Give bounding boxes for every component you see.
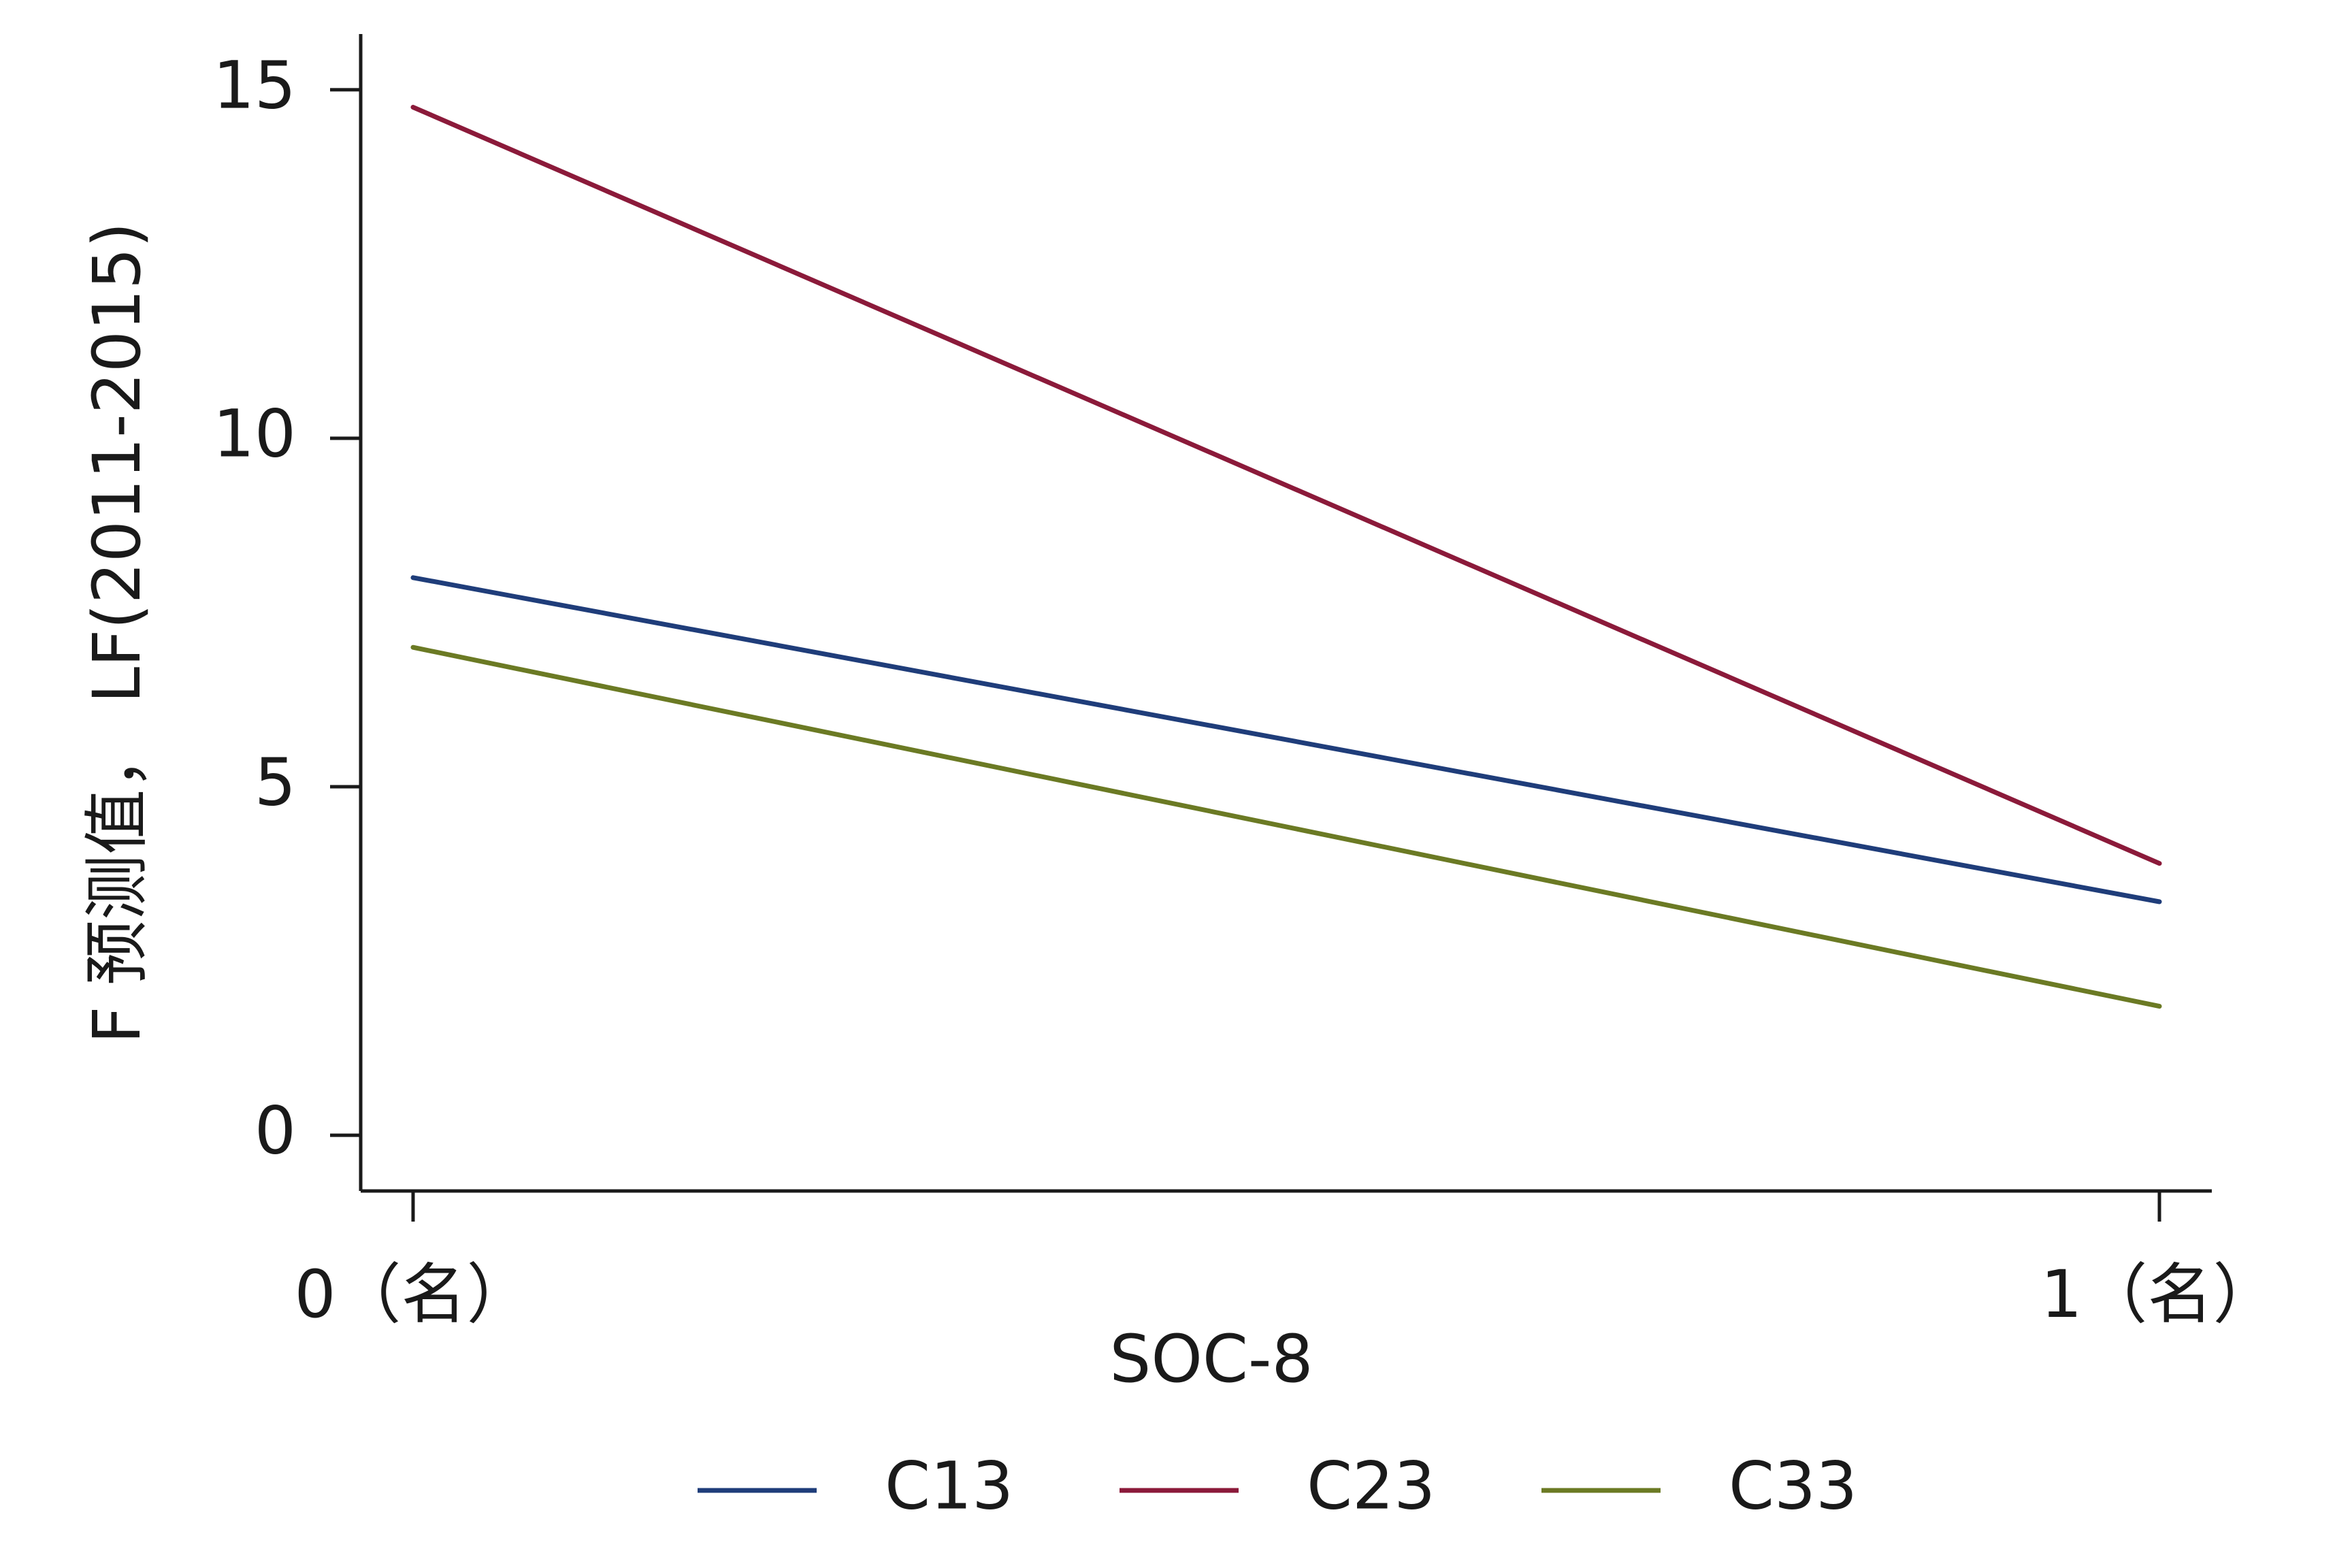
legend-item-c33: C33 bbox=[1541, 1448, 1857, 1524]
y-tick-label: 10 bbox=[213, 395, 296, 472]
x-tick-label: 1（名） bbox=[2040, 1256, 2278, 1333]
y-tick-label: 15 bbox=[213, 47, 296, 123]
y-axis-title: F 预测值， LF(2011-2015) bbox=[79, 222, 155, 1043]
legend-item-c13: C13 bbox=[698, 1448, 1013, 1524]
legend-label-c13: C13 bbox=[885, 1448, 1013, 1524]
axes: 0 5 10 15 0（名） 1（名） SOC-8 F 预测值， LF(2011-2015) bbox=[79, 34, 2278, 1397]
legend: C13 C23 C33 bbox=[698, 1448, 1857, 1524]
x-axis-title: SOC-8 bbox=[1109, 1321, 1313, 1397]
legend-label-c33: C33 bbox=[1729, 1448, 1857, 1524]
series-line-c33 bbox=[410, 644, 2162, 1009]
series-line-c13 bbox=[410, 575, 2162, 904]
series-line-c23 bbox=[410, 105, 2162, 866]
series-c23 bbox=[410, 105, 2162, 866]
legend-item-c23: C23 bbox=[1120, 1448, 1435, 1524]
series-c33 bbox=[410, 644, 2162, 1009]
legend-label-c23: C23 bbox=[1307, 1448, 1435, 1524]
y-tick-label: 5 bbox=[255, 744, 296, 820]
y-tick-label: 0 bbox=[255, 1092, 296, 1169]
x-tick-label: 0（名） bbox=[294, 1256, 532, 1333]
series-c13 bbox=[410, 575, 2162, 904]
series-layer bbox=[410, 105, 2162, 1009]
